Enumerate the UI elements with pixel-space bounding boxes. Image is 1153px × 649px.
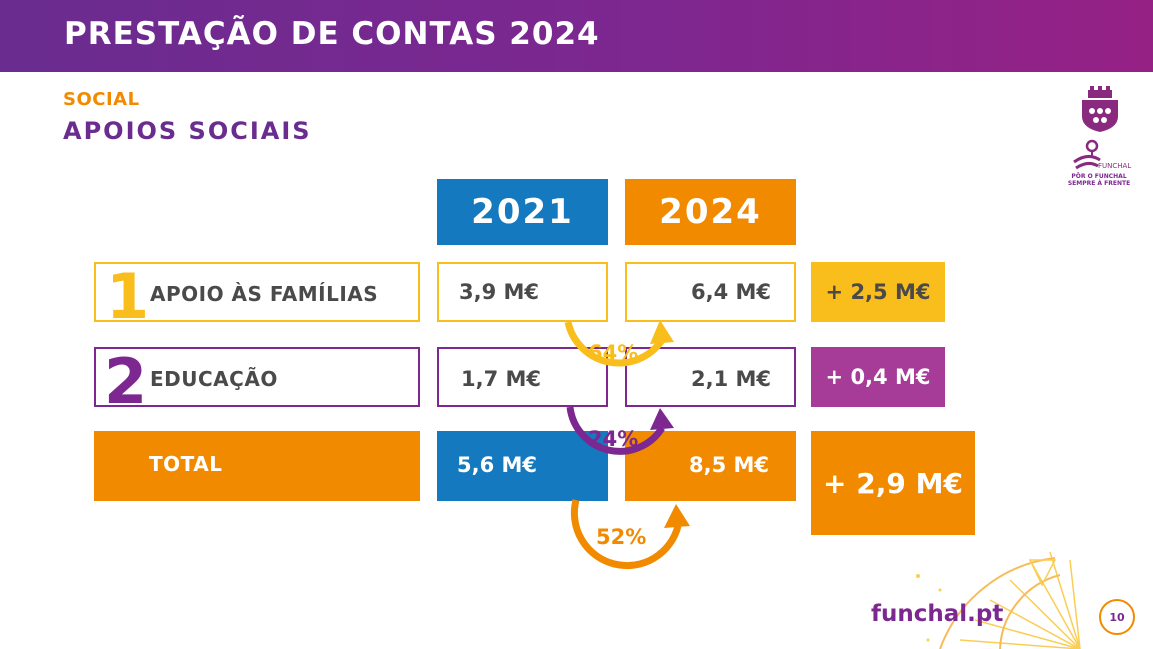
growth-arrow-total <box>570 499 682 570</box>
header-bar: PRESTAÇÃO DE CONTAS 2024 <box>0 0 1153 72</box>
funchal-logo: FUNCHAL <box>1068 86 1132 196</box>
row2-difference: + 0,4 M€ <box>811 347 945 407</box>
year-header-2021: 2021 <box>437 179 608 245</box>
row2-value-2021: 1,7 M€ <box>437 347 608 407</box>
coat-of-arms-icon: FUNCHAL <box>1073 86 1131 170</box>
growth-arrowhead-row2 <box>650 408 674 430</box>
page-number-badge: 10 <box>1099 599 1135 635</box>
row-label-2: EDUCAÇÃO <box>150 367 278 391</box>
row1-value-2021: 3,9 M€ <box>437 262 608 322</box>
row1-difference: + 2,5 M€ <box>811 262 945 322</box>
growth-arrowhead-row1 <box>650 320 674 344</box>
total-label-box: TOTAL <box>94 431 420 501</box>
sunburst-decoration <box>916 551 1081 649</box>
logo-slogan: PÔR O FUNCHAL SEMPRE À FRENTE <box>1067 173 1131 187</box>
section-title: APOIOS SOCIAIS <box>63 117 312 145</box>
growth-pct-row2: 24% <box>588 427 639 451</box>
growth-pct-row1: 64% <box>588 341 639 365</box>
row-number-1: 1 <box>106 260 150 333</box>
row-label-box-1: 1 APOIO ÀS FAMÍLIAS <box>94 262 420 328</box>
growth-arrow-row1 <box>564 321 665 367</box>
row1-value-2024: 6,4 M€ <box>625 262 796 322</box>
row-number-2: 2 <box>104 345 148 418</box>
growth-arrow-row2 <box>566 406 665 455</box>
row-label-1: APOIO ÀS FAMÍLIAS <box>150 282 379 306</box>
total-value-2021: 5,6 M€ <box>437 431 608 501</box>
row2-value-2024: 2,1 M€ <box>625 347 796 407</box>
footer-website-link[interactable]: funchal.pt <box>871 601 1004 627</box>
row-label-box-2: 2 EDUCAÇÃO <box>94 347 420 413</box>
growth-arrowhead-total <box>664 504 690 528</box>
total-label: TOTAL <box>149 452 223 476</box>
page-title: PRESTAÇÃO DE CONTAS 2024 <box>64 16 600 52</box>
year-header-2024: 2024 <box>625 179 796 245</box>
growth-pct-total: 52% <box>596 525 647 549</box>
total-difference: + 2,9 M€ <box>811 431 975 535</box>
logo-caption-line1: FUNCHAL <box>1098 162 1131 170</box>
section-label: SOCIAL <box>63 89 140 110</box>
